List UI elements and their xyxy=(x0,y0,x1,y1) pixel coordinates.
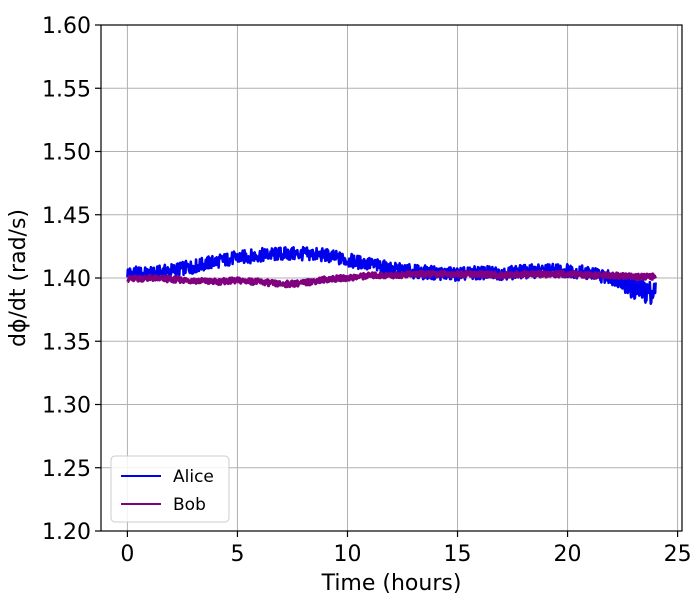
series-line-alice xyxy=(126,245,657,305)
legend-box xyxy=(110,455,230,523)
y-tick-label: 1.30 xyxy=(42,394,91,419)
y-tick-label: 1.25 xyxy=(42,457,91,482)
legend: Alice Bob xyxy=(110,455,230,523)
x-tick-label: 10 xyxy=(333,542,361,567)
y-axis-label: dϕ/dt (rad/s) xyxy=(6,209,31,347)
legend-label-alice: Alice xyxy=(173,467,214,487)
y-tick-label: 1.50 xyxy=(42,141,91,166)
y-tick-label: 1.20 xyxy=(42,520,91,545)
legend-label-bob: Bob xyxy=(173,495,206,515)
axis-ticks: 0 5 10 15 20 25 1.20 1.25 1.30 1.35 1.40 1.45 1.50 1.… xyxy=(42,14,692,567)
y-tick-label: 1.40 xyxy=(42,267,91,292)
x-tick-label: 25 xyxy=(664,542,692,567)
y-tick-label: 1.60 xyxy=(42,14,91,39)
series-layer xyxy=(126,245,657,305)
x-tick-label: 5 xyxy=(230,542,244,567)
x-tick-label: 15 xyxy=(444,542,472,567)
x-tick-label: 20 xyxy=(554,542,582,567)
x-axis-label: Time (hours) xyxy=(321,571,462,596)
y-tick-label: 1.55 xyxy=(42,77,91,102)
x-tick-label: 0 xyxy=(120,542,134,567)
y-tick-label: 1.35 xyxy=(42,330,91,355)
y-tick-label: 1.45 xyxy=(42,204,91,229)
series-line-bob xyxy=(126,269,657,289)
